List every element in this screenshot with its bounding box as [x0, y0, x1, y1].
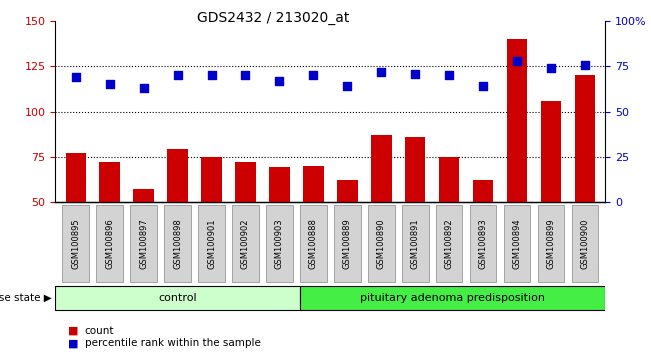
FancyBboxPatch shape [199, 205, 225, 282]
Text: GSM100898: GSM100898 [173, 218, 182, 269]
Point [139, 85, 149, 91]
Point [376, 69, 387, 75]
FancyBboxPatch shape [572, 205, 598, 282]
Text: GSM100902: GSM100902 [241, 218, 250, 269]
Text: disease state ▶: disease state ▶ [0, 293, 52, 303]
Bar [303, 166, 324, 292]
Bar [270, 167, 290, 292]
Text: GSM100892: GSM100892 [445, 218, 454, 269]
FancyBboxPatch shape [402, 205, 428, 282]
Bar [541, 101, 561, 292]
Text: percentile rank within the sample: percentile rank within the sample [85, 338, 260, 348]
Point [410, 71, 421, 76]
Bar [133, 189, 154, 292]
Point [70, 74, 81, 80]
Bar [473, 180, 493, 292]
Text: GSM100903: GSM100903 [275, 218, 284, 269]
FancyBboxPatch shape [334, 205, 361, 282]
Text: GSM100896: GSM100896 [105, 218, 114, 269]
Bar [405, 137, 426, 292]
Bar [201, 156, 222, 292]
Point [104, 82, 115, 87]
Point [173, 73, 183, 78]
FancyBboxPatch shape [130, 205, 157, 282]
Point [274, 78, 284, 84]
Text: GDS2432 / 213020_at: GDS2432 / 213020_at [197, 11, 350, 25]
FancyBboxPatch shape [436, 205, 462, 282]
Bar [371, 135, 391, 292]
Text: GSM100889: GSM100889 [343, 218, 352, 269]
Point [444, 73, 454, 78]
Bar [507, 39, 527, 292]
FancyBboxPatch shape [504, 205, 531, 282]
FancyBboxPatch shape [538, 205, 564, 282]
Text: GSM100890: GSM100890 [377, 218, 386, 269]
FancyBboxPatch shape [96, 205, 123, 282]
Point [308, 73, 318, 78]
Text: GSM100899: GSM100899 [547, 218, 555, 269]
FancyBboxPatch shape [300, 286, 605, 310]
FancyBboxPatch shape [266, 205, 293, 282]
Text: GSM100897: GSM100897 [139, 218, 148, 269]
Point [342, 84, 353, 89]
Bar [235, 162, 256, 292]
FancyBboxPatch shape [62, 205, 89, 282]
Text: control: control [158, 293, 197, 303]
FancyBboxPatch shape [55, 286, 300, 310]
Bar [167, 149, 187, 292]
Point [546, 65, 557, 71]
FancyBboxPatch shape [232, 205, 258, 282]
Point [240, 73, 251, 78]
FancyBboxPatch shape [470, 205, 497, 282]
Text: GSM100891: GSM100891 [411, 218, 420, 269]
Point [580, 62, 590, 67]
Text: GSM100901: GSM100901 [207, 218, 216, 269]
Text: GSM100888: GSM100888 [309, 218, 318, 269]
Text: pituitary adenoma predisposition: pituitary adenoma predisposition [360, 293, 545, 303]
Bar [66, 153, 86, 292]
Text: ■: ■ [68, 338, 79, 348]
Bar [337, 180, 357, 292]
Point [478, 84, 488, 89]
Point [206, 73, 217, 78]
Point [512, 58, 522, 64]
FancyBboxPatch shape [300, 205, 327, 282]
Text: ■: ■ [68, 326, 79, 336]
Text: GSM100895: GSM100895 [71, 218, 80, 269]
Text: GSM100893: GSM100893 [478, 218, 488, 269]
FancyBboxPatch shape [164, 205, 191, 282]
FancyBboxPatch shape [368, 205, 395, 282]
Text: GSM100894: GSM100894 [512, 218, 521, 269]
Text: GSM100900: GSM100900 [581, 218, 590, 269]
Bar [439, 156, 460, 292]
Bar [100, 162, 120, 292]
Bar [575, 75, 595, 292]
Text: count: count [85, 326, 114, 336]
